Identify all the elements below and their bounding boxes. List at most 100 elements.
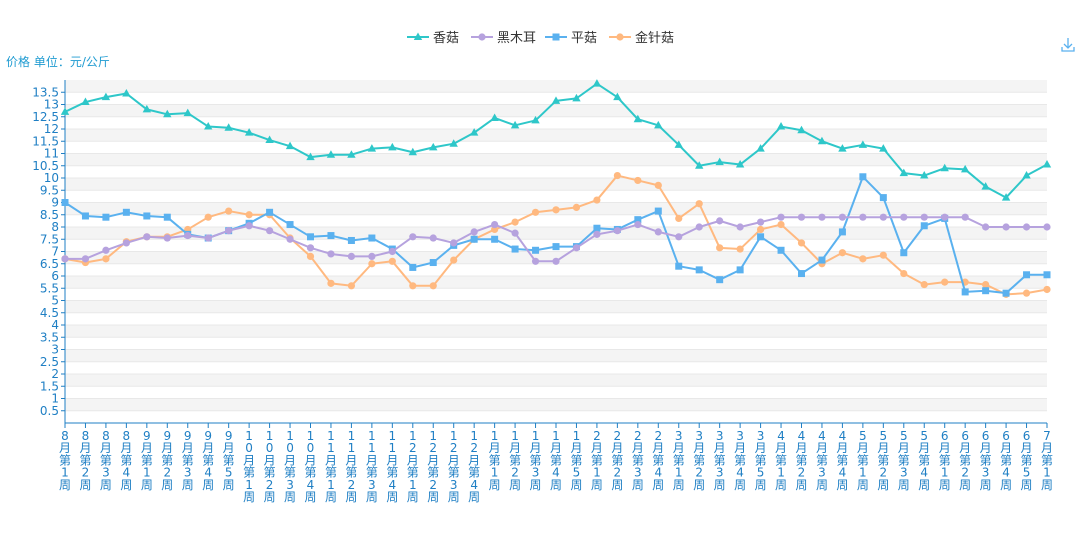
data-point[interactable] bbox=[163, 213, 171, 221]
data-point[interactable] bbox=[409, 233, 417, 241]
data-point[interactable] bbox=[736, 245, 744, 253]
data-point[interactable] bbox=[941, 278, 949, 286]
legend[interactable]: 香菇 黑木耳 平菇 金针菇 bbox=[407, 30, 674, 46]
data-point[interactable] bbox=[695, 161, 704, 169]
data-point[interactable] bbox=[245, 222, 253, 230]
data-point[interactable] bbox=[347, 150, 356, 158]
data-point[interactable] bbox=[613, 171, 621, 180]
data-point[interactable] bbox=[695, 200, 703, 208]
data-point[interactable] bbox=[552, 243, 560, 251]
data-point[interactable] bbox=[695, 266, 703, 274]
data-point[interactable] bbox=[388, 142, 397, 151]
data-point[interactable] bbox=[531, 208, 540, 216]
data-point[interactable] bbox=[102, 213, 110, 221]
data-point[interactable] bbox=[122, 239, 130, 247]
data-point[interactable] bbox=[716, 276, 724, 284]
data-point[interactable] bbox=[592, 79, 602, 87]
data-point[interactable] bbox=[777, 220, 785, 229]
legend-marker[interactable] bbox=[552, 33, 560, 41]
data-point[interactable] bbox=[838, 249, 847, 257]
data-point[interactable] bbox=[879, 213, 887, 221]
data-point[interactable] bbox=[368, 252, 376, 260]
data-point[interactable] bbox=[818, 213, 826, 221]
data-point[interactable] bbox=[982, 287, 990, 295]
data-point[interactable] bbox=[858, 140, 868, 148]
data-point[interactable] bbox=[101, 92, 111, 101]
data-point[interactable] bbox=[859, 173, 867, 181]
legend-marker[interactable] bbox=[413, 32, 423, 41]
data-point[interactable] bbox=[81, 212, 89, 220]
data-point[interactable] bbox=[961, 213, 969, 221]
data-point[interactable] bbox=[450, 256, 458, 264]
data-point[interactable] bbox=[674, 140, 683, 148]
data-point[interactable] bbox=[286, 235, 294, 243]
data-point[interactable] bbox=[859, 255, 867, 263]
data-point[interactable] bbox=[920, 222, 928, 230]
data-point[interactable] bbox=[511, 229, 519, 237]
data-point[interactable] bbox=[306, 152, 315, 161]
data-point[interactable] bbox=[960, 164, 970, 173]
data-point[interactable] bbox=[286, 221, 294, 229]
data-point[interactable] bbox=[224, 123, 233, 131]
data-point[interactable] bbox=[879, 251, 887, 259]
data-point[interactable] bbox=[225, 227, 233, 235]
data-point[interactable] bbox=[306, 252, 315, 260]
data-point[interactable] bbox=[1001, 193, 1011, 201]
data-point[interactable] bbox=[634, 220, 642, 229]
data-point[interactable] bbox=[490, 113, 499, 121]
data-point[interactable] bbox=[122, 208, 130, 216]
data-point[interactable] bbox=[756, 144, 765, 152]
data-point[interactable] bbox=[327, 232, 335, 240]
data-point[interactable] bbox=[1042, 160, 1052, 168]
data-point[interactable] bbox=[879, 194, 887, 202]
data-point[interactable] bbox=[838, 144, 847, 152]
data-point[interactable] bbox=[572, 244, 581, 252]
data-point[interactable] bbox=[142, 104, 152, 113]
data-point[interactable] bbox=[327, 279, 335, 287]
legend-item[interactable]: 黑木耳 bbox=[471, 31, 536, 46]
data-point[interactable] bbox=[899, 168, 908, 177]
data-point[interactable] bbox=[1002, 223, 1010, 231]
data-point[interactable] bbox=[327, 250, 335, 258]
data-point[interactable] bbox=[244, 128, 254, 136]
data-point[interactable] bbox=[634, 176, 642, 185]
data-point[interactable] bbox=[920, 213, 928, 221]
data-point[interactable] bbox=[183, 108, 192, 117]
data-point[interactable] bbox=[817, 136, 827, 145]
data-point[interactable] bbox=[776, 122, 786, 130]
data-point[interactable] bbox=[204, 234, 212, 242]
data-point[interactable] bbox=[1002, 289, 1010, 297]
data-point[interactable] bbox=[613, 227, 621, 235]
data-point[interactable] bbox=[306, 244, 315, 252]
data-point[interactable] bbox=[204, 213, 212, 221]
data-point[interactable] bbox=[716, 244, 724, 252]
data-point[interactable] bbox=[347, 282, 356, 290]
data-point[interactable] bbox=[368, 260, 376, 268]
data-point[interactable] bbox=[675, 262, 683, 270]
data-point[interactable] bbox=[654, 228, 662, 236]
data-point[interactable] bbox=[572, 203, 581, 211]
data-point[interactable] bbox=[1022, 289, 1031, 297]
data-point[interactable] bbox=[634, 216, 642, 224]
data-point[interactable] bbox=[941, 213, 949, 221]
data-point[interactable] bbox=[756, 218, 765, 226]
data-point[interactable] bbox=[61, 199, 69, 206]
data-point[interactable] bbox=[777, 213, 785, 221]
data-point[interactable] bbox=[470, 235, 478, 243]
data-point[interactable] bbox=[60, 107, 70, 115]
data-point[interactable] bbox=[593, 224, 601, 232]
data-point[interactable] bbox=[838, 213, 847, 221]
data-point[interactable] bbox=[798, 270, 805, 278]
data-point[interactable] bbox=[326, 150, 336, 158]
data-point[interactable] bbox=[266, 208, 274, 216]
data-point[interactable] bbox=[388, 247, 396, 256]
data-point[interactable] bbox=[1023, 271, 1031, 279]
data-point[interactable] bbox=[654, 181, 662, 189]
data-point[interactable] bbox=[225, 207, 233, 215]
data-point[interactable] bbox=[368, 234, 376, 242]
data-point[interactable] bbox=[654, 120, 663, 129]
data-point[interactable] bbox=[347, 236, 355, 244]
data-point[interactable] bbox=[859, 213, 867, 221]
data-point[interactable] bbox=[900, 213, 908, 221]
data-point[interactable] bbox=[920, 171, 929, 179]
